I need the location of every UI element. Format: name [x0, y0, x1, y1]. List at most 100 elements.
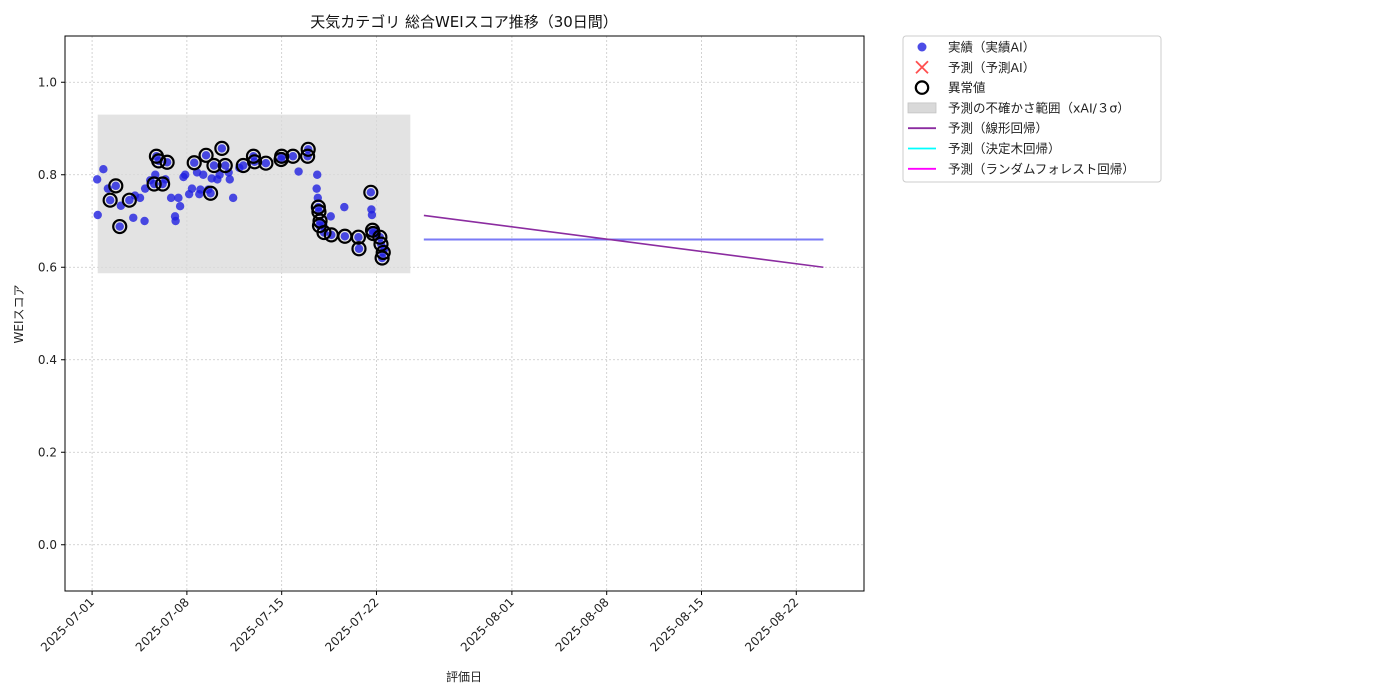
legend-label-predicted: 予測（予測AI）	[948, 60, 1035, 75]
data-point	[225, 175, 234, 184]
data-point	[340, 202, 349, 212]
anomaly-marker	[350, 229, 367, 245]
anomaly-marker	[374, 250, 390, 266]
x-tick-label: 2025-08-01	[458, 595, 517, 654]
data-point	[294, 167, 303, 176]
legend-label-linear: 予測（線形回帰）	[948, 121, 1048, 136]
data-point	[99, 165, 108, 174]
data-point	[312, 184, 321, 193]
data-point	[111, 181, 120, 191]
data-point	[92, 175, 102, 184]
legend-marker-actual	[917, 42, 927, 52]
anomaly-marker	[245, 148, 262, 164]
data-point	[221, 161, 230, 170]
x-tick-label: 2025-08-08	[553, 595, 612, 654]
data-point	[125, 195, 134, 205]
anomaly-marker	[214, 140, 230, 156]
anomaly-marker	[274, 148, 290, 164]
y-axis-ticks: 0.0 0.2 0.4 0.6 0.8 1.0	[38, 75, 65, 552]
data-point	[129, 213, 138, 222]
x-tick-label: 2025-07-22	[322, 595, 381, 654]
anomaly-marker	[258, 155, 274, 171]
data-point	[367, 210, 377, 220]
anomaly-marker	[300, 141, 316, 157]
data-point	[354, 232, 363, 242]
anomaly-marker	[186, 155, 202, 171]
anomaly-marker	[316, 224, 332, 241]
legend-marker-anomaly	[914, 80, 930, 95]
anomaly-marker	[217, 157, 233, 174]
data-point	[174, 193, 183, 203]
data-point	[187, 184, 197, 193]
data-point	[228, 193, 238, 203]
legend-label-tree: 予測（決定木回帰）	[948, 141, 1061, 156]
anomaly-markers	[102, 140, 391, 266]
legend-marker-band	[907, 102, 937, 114]
legend-label-band: 予測の不確かさ範囲（xAI/３σ）	[948, 100, 1130, 115]
data-point	[175, 202, 185, 211]
data-point	[190, 158, 199, 167]
data-point	[217, 144, 227, 153]
linear-regression-line	[423, 214, 824, 269]
y-tick-label: 0.8	[38, 168, 57, 182]
x-tick-label: 2025-07-15	[228, 595, 287, 654]
data-point	[215, 170, 224, 179]
data-point	[171, 216, 180, 226]
data-point	[239, 161, 248, 170]
anomaly-marker	[146, 176, 162, 192]
anomaly-marker	[375, 244, 391, 261]
plot-frame	[64, 35, 865, 592]
data-point	[105, 195, 115, 205]
data-point	[180, 170, 190, 179]
anomaly-marker	[102, 192, 118, 208]
legend-frame	[902, 35, 1162, 183]
x-tick-label: 2025-07-08	[133, 595, 192, 654]
data-point	[288, 152, 298, 161]
data-point	[313, 170, 322, 179]
legend-label-forest: 予測（ランダムフォレスト回帰）	[948, 161, 1135, 176]
x-axis-ticks: 2025-07-01 2025-07-08 2025-07-15 2025-07-22…	[38, 591, 801, 654]
anomaly-marker	[121, 192, 137, 208]
x-axis-label: 評価日	[446, 669, 482, 684]
data-point	[206, 189, 215, 198]
data-point	[340, 232, 350, 241]
y-tick-label: 0.4	[38, 353, 57, 367]
anomaly-marker	[198, 147, 214, 163]
data-point	[115, 222, 124, 231]
chart-title: 天気カテゴリ 総合WEIスコア推移（30日間）	[310, 13, 618, 31]
anomaly-marker	[285, 148, 301, 164]
anomaly-marker	[112, 218, 128, 235]
legend-label-anomaly: 異常値	[948, 80, 986, 95]
anomaly-marker	[372, 229, 388, 245]
y-tick-label: 0.6	[38, 260, 57, 274]
anomaly-marker	[202, 185, 219, 201]
anomaly-marker	[363, 184, 379, 200]
data-point	[166, 193, 176, 203]
anomaly-marker	[246, 154, 263, 170]
legend-marker-predicted	[915, 60, 929, 74]
data-point	[199, 170, 208, 179]
data-point	[93, 210, 102, 220]
data-point	[209, 161, 219, 170]
data-point	[366, 188, 376, 197]
x-tick-label: 2025-07-01	[38, 595, 97, 654]
data-point	[326, 212, 335, 221]
anomaly-marker	[155, 176, 171, 192]
x-tick-label: 2025-08-15	[647, 595, 706, 654]
data-point	[140, 216, 149, 226]
anomaly-marker	[108, 178, 124, 194]
regression-lines	[423, 214, 824, 269]
data-point	[201, 151, 211, 160]
data-point	[261, 158, 271, 168]
y-tick-label: 0.0	[38, 538, 57, 552]
data-point	[354, 244, 364, 253]
data-point	[196, 185, 205, 194]
x-tick-label: 2025-08-22	[742, 595, 801, 654]
y-tick-label: 1.0	[38, 75, 57, 89]
anomaly-marker	[206, 157, 222, 174]
anomaly-marker	[300, 148, 316, 164]
legend-label-actual: 実績（実績AI）	[948, 40, 1035, 55]
y-axis-label: WEIスコア	[12, 285, 26, 344]
